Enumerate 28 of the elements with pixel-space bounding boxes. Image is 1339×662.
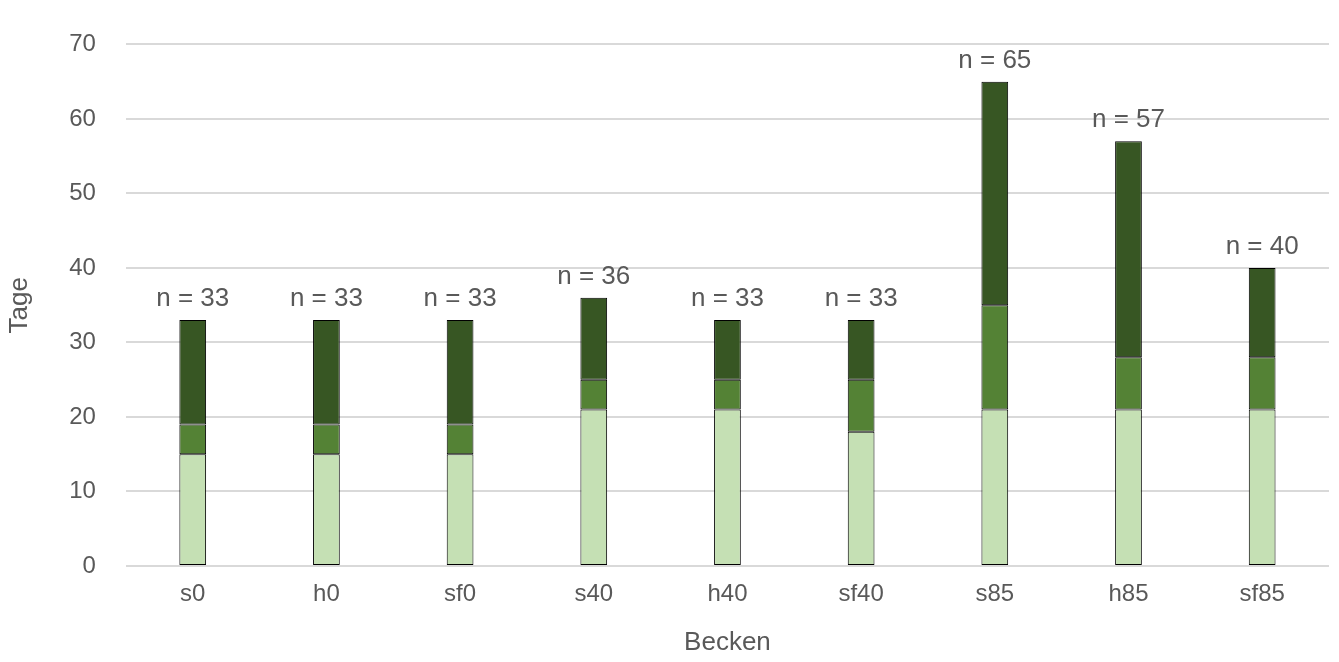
x-tick-label: s0 xyxy=(180,579,206,607)
total-label: n = 57 xyxy=(1091,103,1165,134)
y-tick-label: 60 xyxy=(69,103,96,131)
y-tick-label: 10 xyxy=(69,476,96,504)
total-label: n = 65 xyxy=(958,43,1032,74)
x-tick-label: h0 xyxy=(313,579,340,607)
x-tick-label: h40 xyxy=(707,579,748,607)
y-axis-title: Tage xyxy=(2,277,33,334)
y-tick-label: 30 xyxy=(69,327,96,355)
x-tick-label: s40 xyxy=(574,579,614,607)
x-tick-label: sf0 xyxy=(444,579,477,607)
total-label: n = 33 xyxy=(156,282,230,313)
y-tick-label: 0 xyxy=(82,550,96,578)
total-label: n = 33 xyxy=(824,282,898,313)
x-tick-label: h85 xyxy=(1108,579,1149,607)
y-tick-label: 40 xyxy=(69,252,96,280)
x-tick-label: sf85 xyxy=(1239,579,1285,607)
y-tick-label: 20 xyxy=(69,401,96,429)
total-label: n = 36 xyxy=(557,259,631,290)
total-label: n = 40 xyxy=(1225,230,1299,261)
total-label: n = 33 xyxy=(423,282,497,313)
y-tick-label: 50 xyxy=(69,178,96,206)
x-tick-label: s85 xyxy=(975,579,1015,607)
y-tick-label: 70 xyxy=(69,29,96,57)
total-label: n = 33 xyxy=(289,282,363,313)
total-label: n = 33 xyxy=(690,282,764,313)
x-tick-label: sf40 xyxy=(838,579,884,607)
x-axis-title: Becken xyxy=(684,625,771,656)
